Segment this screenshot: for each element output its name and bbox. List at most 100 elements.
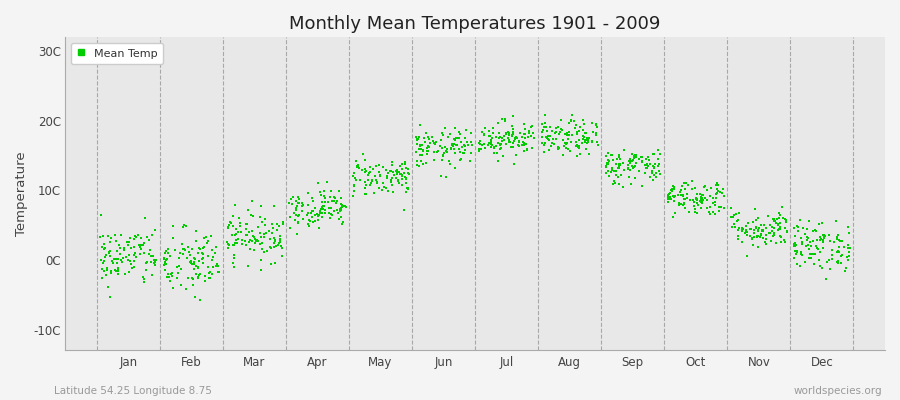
Point [210, 260, 224, 267]
Point [302, 218, 317, 224]
Point [698, 183, 713, 189]
Point [841, 224, 855, 231]
Point [746, 219, 760, 225]
Point [799, 234, 814, 241]
Point [829, 218, 843, 224]
Point [599, 152, 614, 159]
Point [430, 148, 445, 154]
Point [410, 141, 425, 147]
Point [311, 212, 326, 218]
Point [555, 137, 570, 143]
Point [247, 234, 261, 241]
Point [435, 130, 449, 136]
Point [634, 154, 649, 160]
Point [399, 164, 413, 171]
Point [432, 143, 446, 149]
Point [383, 177, 398, 184]
Point [689, 210, 704, 216]
Point [137, 250, 151, 256]
Point [331, 216, 346, 222]
Point [302, 222, 316, 229]
Point [362, 170, 376, 176]
Point [384, 168, 399, 174]
Point [731, 236, 745, 243]
Point [133, 251, 148, 258]
Point [626, 164, 640, 171]
Point [600, 160, 615, 166]
Point [549, 136, 563, 143]
Point [518, 121, 532, 127]
Point [709, 194, 724, 201]
Point [165, 270, 179, 276]
Point [187, 255, 202, 261]
Point [689, 190, 704, 197]
Point [616, 147, 631, 153]
Point [347, 182, 362, 189]
Point [652, 160, 666, 167]
Title: Monthly Mean Temperatures 1901 - 2009: Monthly Mean Temperatures 1901 - 2009 [290, 15, 661, 33]
Point [572, 143, 586, 150]
Point [600, 160, 615, 166]
Point [765, 228, 779, 234]
Point [226, 223, 240, 229]
Point [706, 200, 720, 206]
Point [629, 160, 643, 166]
Point [661, 194, 675, 201]
Point [266, 225, 280, 232]
Point [98, 254, 112, 260]
Point [204, 256, 219, 263]
Point [680, 195, 694, 202]
Point [268, 243, 283, 249]
Point [739, 223, 753, 230]
Point [711, 188, 725, 194]
Point [254, 234, 268, 240]
Point [572, 128, 586, 134]
Point [524, 133, 538, 139]
Point [318, 210, 332, 216]
Point [351, 162, 365, 168]
Point [662, 194, 677, 200]
Point [107, 232, 122, 238]
Point [321, 199, 336, 205]
Point [442, 158, 456, 164]
Point [111, 268, 125, 274]
Point [416, 147, 430, 154]
Point [518, 141, 533, 147]
Point [358, 157, 373, 164]
Point [808, 227, 823, 234]
Point [573, 124, 588, 131]
Point [678, 186, 692, 192]
Point [623, 166, 637, 173]
Point [572, 136, 586, 143]
Point [420, 148, 435, 154]
Point [752, 227, 766, 233]
Point [158, 248, 173, 255]
Point [626, 155, 641, 161]
Point [608, 160, 623, 167]
Point [358, 168, 373, 175]
Point [412, 134, 427, 140]
Point [494, 141, 508, 148]
Point [360, 177, 374, 183]
Point [185, 281, 200, 288]
Point [265, 220, 279, 227]
Point [661, 198, 675, 205]
Point [694, 195, 708, 202]
Point [813, 234, 827, 240]
Point [142, 251, 157, 257]
Point [291, 200, 305, 207]
Point [384, 162, 399, 168]
Point [802, 255, 816, 262]
Point [813, 249, 827, 256]
Point [517, 140, 531, 146]
Point [250, 237, 265, 244]
Point [627, 164, 642, 170]
Point [809, 243, 824, 249]
Point [678, 200, 692, 206]
Point [590, 138, 604, 145]
Point [646, 171, 661, 178]
Text: Latitude 54.25 Longitude 8.75: Latitude 54.25 Longitude 8.75 [54, 386, 212, 396]
Point [185, 275, 200, 281]
Point [357, 190, 372, 197]
Point [115, 259, 130, 266]
